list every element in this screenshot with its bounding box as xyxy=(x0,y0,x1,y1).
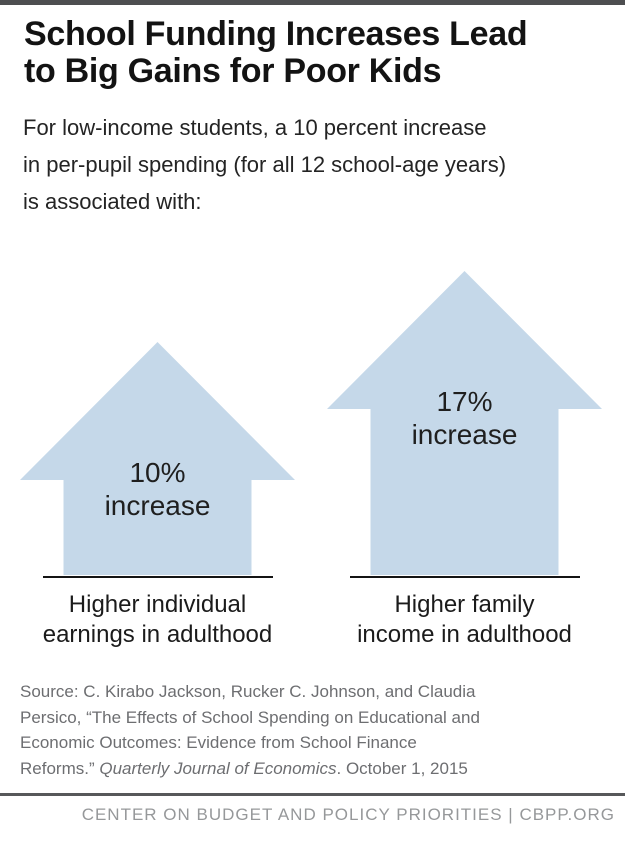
subtitle: For low-income students, a 10 percent in… xyxy=(23,109,617,220)
arrow-increase-text: increase xyxy=(411,419,518,450)
baseline-rule-right xyxy=(350,576,580,578)
category-line-1: Higher individual xyxy=(68,591,247,618)
source-line-3: Economic Outcomes: Evidence from School … xyxy=(20,733,417,752)
arrow-value: 10% xyxy=(129,457,186,488)
category-line-1: Higher family xyxy=(394,591,535,618)
up-arrow-icon-family-income: 17% increase xyxy=(327,271,602,575)
title-line-2: to Big Gains for Poor Kids xyxy=(24,52,442,90)
category-label-individual-earnings: Higher individual earnings in adulthood xyxy=(20,590,295,650)
category-line-2: income in adulthood xyxy=(357,621,572,648)
source-line-4: Reforms.” Quarterly Journal of Economics… xyxy=(20,756,615,782)
footer-text: CENTER ON BUDGET AND POLICY PRIORITIES |… xyxy=(81,805,615,824)
footer-rule xyxy=(0,793,625,796)
source-journal-name: Quarterly Journal of Economics xyxy=(99,758,337,778)
category-line-2: earnings in adulthood xyxy=(42,621,273,648)
subtitle-line-2: in per-pupil spending (for all 12 school… xyxy=(23,152,507,177)
page-title: School Funding Increases Lead to Big Gai… xyxy=(24,16,615,90)
arrow-value-label: 17% increase xyxy=(327,385,602,451)
source-line-4-pre: Reforms.” xyxy=(20,758,100,778)
arrow-increase-text: increase xyxy=(104,490,211,521)
source-line-2: Persico, “The Effects of School Spending… xyxy=(20,707,480,727)
source-line-1: Source: C. Kirabo Jackson, Rucker C. Joh… xyxy=(20,682,476,701)
category-label-family-income: Higher family income in adulthood xyxy=(327,590,602,650)
title-line-1: School Funding Increases Lead xyxy=(24,15,528,53)
up-arrow-icon-individual-earnings: 10% increase xyxy=(20,342,295,575)
source-note: Source: C. Kirabo Jackson, Rucker C. Joh… xyxy=(20,679,615,781)
baseline-rule-left xyxy=(43,576,273,578)
arrow-value-label: 10% increase xyxy=(20,456,295,522)
source-line-4-post: . October 1, 2015 xyxy=(336,758,468,778)
subtitle-line-3: is associated with: xyxy=(23,189,202,214)
top-accent-bar xyxy=(0,0,625,5)
arrow-value: 17% xyxy=(436,386,493,417)
subtitle-line-1: For low-income students, a 10 percent in… xyxy=(23,115,487,140)
footer-branding: CENTER ON BUDGET AND POLICY PRIORITIES |… xyxy=(0,805,625,825)
